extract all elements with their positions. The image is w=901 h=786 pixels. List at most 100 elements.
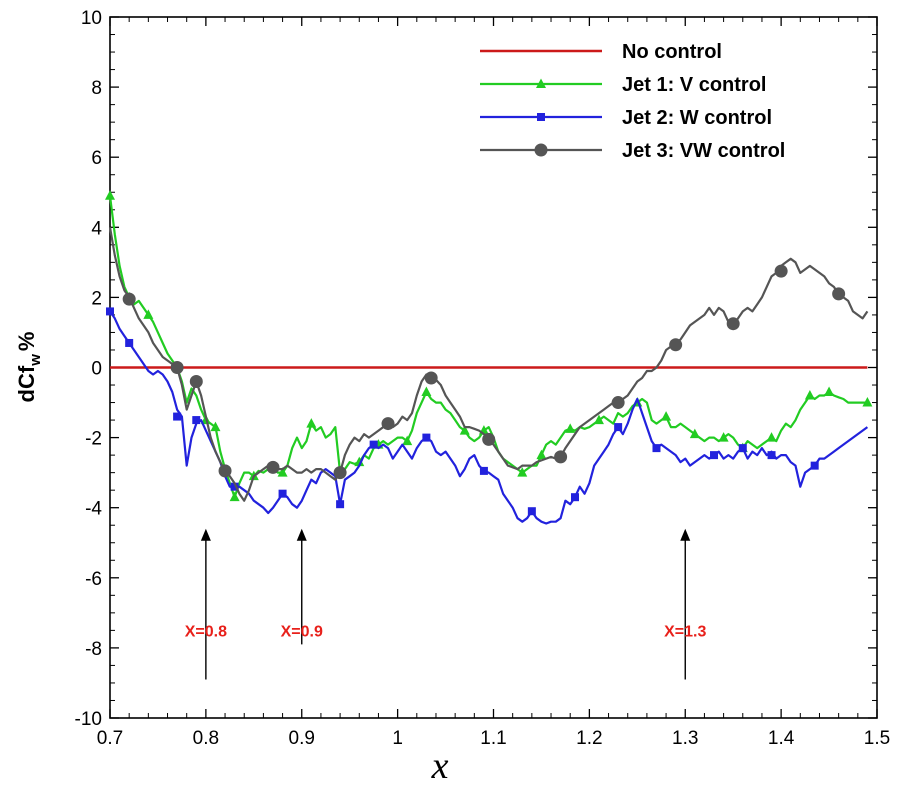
data-point: [106, 307, 114, 316]
legend-marker: [536, 78, 546, 88]
data-point: [421, 386, 432, 397]
data-point: [804, 390, 815, 400]
data-point: [726, 317, 740, 331]
x-tick-label: 0.8: [193, 728, 219, 749]
y-axis-label-unit: %: [14, 332, 39, 352]
data-point: [593, 414, 604, 425]
data-point: [424, 371, 438, 385]
data-point: [354, 456, 365, 467]
data-point: [810, 461, 819, 470]
legend: No control Jet 1: V control Jet 2: W contr…: [480, 41, 785, 162]
data-point: [479, 466, 488, 475]
x-axis-label: x: [431, 745, 449, 786]
series-layer: [105, 190, 873, 525]
y-tick-label: 0: [91, 359, 102, 380]
legend-entry-0: No control: [480, 41, 722, 63]
data-point: [306, 418, 317, 428]
y-tick-label: 4: [91, 218, 102, 239]
data-point: [766, 432, 777, 442]
legend-entry-3: Jet 3: VW control: [480, 140, 785, 162]
series-line: [109, 310, 869, 525]
x-tick-label: 1.2: [576, 728, 602, 749]
data-point: [517, 467, 528, 477]
annotation-arrow-head: [296, 528, 307, 541]
data-point: [229, 491, 240, 502]
data-point: [832, 287, 846, 301]
y-tick-label: -10: [75, 709, 102, 730]
legend-label: Jet 3: VW control: [622, 140, 785, 162]
data-point: [570, 493, 579, 502]
data-point: [125, 338, 134, 347]
legend-label: Jet 1: V control: [622, 74, 766, 96]
data-point: [774, 264, 788, 278]
legend-label: Jet 2: W control: [622, 107, 772, 129]
data-point: [173, 412, 182, 421]
y-tick-label: 8: [91, 78, 102, 99]
legend-marker: [534, 143, 548, 157]
data-point: [218, 464, 232, 478]
y-tick-label: -4: [85, 499, 102, 520]
x-tick-label: 1.4: [768, 728, 795, 749]
data-point: [862, 397, 873, 407]
y-tick-label: 2: [91, 288, 102, 309]
data-point: [336, 500, 345, 509]
x-tick-label: 1.3: [672, 728, 698, 749]
data-point: [614, 423, 623, 432]
annotation-layer: X=0.8 X=0.9 X=1.3: [185, 528, 706, 680]
data-point: [105, 190, 115, 200]
y-tick-label: 6: [91, 148, 102, 169]
y-axis-label-main: dCf: [14, 365, 39, 402]
tick-labels: 0.7 0.8 0.9 1 1.1 1.2 1.3 1.4 1.5 -10 -8 -6 -4 -2 0 2 4 6…: [75, 8, 891, 749]
data-point: [738, 444, 747, 453]
x-tick-label: 0.7: [97, 728, 123, 749]
legend-entry-2: Jet 2: W control: [480, 107, 772, 129]
series-2: [106, 307, 869, 525]
annotation-label: X=1.3: [664, 623, 706, 640]
data-point: [661, 411, 672, 421]
data-point: [192, 416, 201, 425]
data-point: [459, 425, 470, 435]
legend-label: No control: [622, 41, 722, 63]
data-point: [536, 449, 547, 460]
data-point: [824, 386, 835, 397]
y-tick-label: -2: [85, 429, 102, 450]
data-point: [565, 423, 576, 433]
data-point: [369, 440, 378, 449]
data-point: [381, 417, 395, 431]
annotation-label: X=0.9: [281, 623, 323, 640]
y-tick-label: 10: [81, 8, 102, 29]
data-point: [689, 428, 700, 439]
data-point: [554, 450, 568, 464]
data-point: [652, 444, 661, 453]
x-tick-label: 1.5: [864, 728, 890, 749]
y-tick-label: -6: [85, 569, 102, 590]
data-point: [611, 396, 625, 410]
legend-entry-1: Jet 1: V control: [480, 74, 766, 96]
legend-marker: [537, 113, 545, 121]
y-axis-label-sub: w: [27, 354, 44, 367]
data-point: [402, 435, 413, 446]
x-tick-label: 1: [392, 728, 403, 749]
annotation-arrow-head: [680, 528, 691, 541]
y-tick-label: -8: [85, 639, 102, 660]
data-point: [210, 421, 221, 432]
data-point: [669, 338, 683, 352]
annotation-label: X=0.8: [185, 623, 227, 640]
data-point: [143, 309, 154, 319]
series-3: [108, 227, 869, 502]
x-tick-label: 0.9: [289, 728, 315, 749]
data-point: [718, 432, 729, 442]
data-point: [422, 433, 431, 442]
data-point: [482, 432, 496, 446]
y-axis-label: dCfw%: [14, 332, 44, 403]
data-point: [266, 460, 280, 474]
annotation-arrow-head: [200, 528, 211, 541]
data-point: [170, 361, 184, 374]
data-point: [230, 482, 239, 491]
data-point: [277, 467, 288, 477]
data-point: [122, 292, 136, 306]
x-tick-label: 1.1: [480, 728, 506, 749]
data-point: [189, 375, 203, 389]
data-point: [527, 507, 536, 516]
